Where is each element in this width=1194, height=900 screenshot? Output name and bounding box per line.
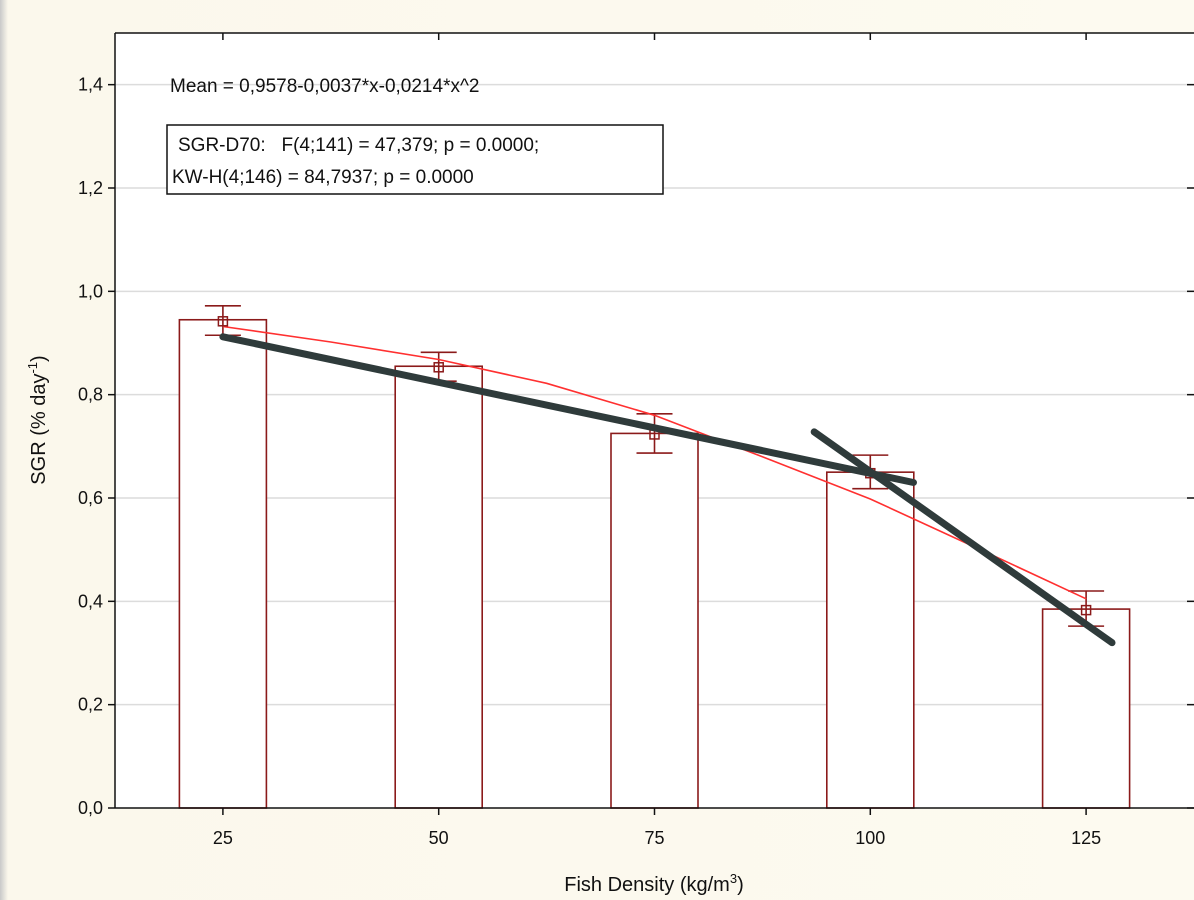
trend-line	[219, 333, 917, 486]
x-axis-title: Fish Density (kg/m3)	[564, 871, 744, 896]
y-tick-label: 0,2	[78, 695, 103, 715]
stats-line-1: SGR-D70: F(4;141) = 47,379; p = 0.0000;	[178, 135, 539, 156]
x-axis-title-superscript: 3	[730, 871, 737, 886]
bar	[610, 432, 699, 809]
x-tick-label: 25	[213, 828, 233, 848]
x-axis-title-main: Fish Density (kg/m	[564, 874, 730, 896]
y-axis-title-main: SGR (% day	[28, 374, 50, 485]
fit-curve	[222, 325, 1087, 600]
y-tick-label: 0,4	[78, 591, 103, 611]
y-axis-title: SGR (% day-1)	[25, 355, 50, 484]
bar	[825, 471, 915, 809]
y-tick-label: 1,2	[78, 178, 103, 198]
fit-curve-layer	[222, 325, 1087, 600]
y-tick-label: 0,0	[78, 798, 103, 818]
x-tick-label: 100	[855, 828, 885, 848]
axes	[108, 32, 1194, 815]
bar	[1041, 608, 1131, 809]
bar	[394, 365, 484, 809]
mean-marker	[1080, 604, 1092, 616]
x-tick-label: 50	[429, 828, 449, 848]
y-tick-label: 0,6	[78, 488, 103, 508]
x-tick-labels: 25 50 75 100 125	[213, 828, 1101, 848]
mean-marker	[217, 316, 229, 327]
x-tick-label: 75	[644, 828, 664, 848]
y-axis-title-superscript: -1	[25, 362, 40, 374]
trend-lines	[219, 333, 1116, 647]
mean-marker	[433, 362, 444, 373]
stats-box	[166, 124, 664, 195]
x-tick-label: 125	[1071, 828, 1101, 848]
y-tick-labels: 0,0 0,2 0,4 0,6 0,8 1,0 1,2 1,4	[78, 75, 103, 818]
fit-equation: Mean = 0,9578-0,0037*x-0,0214*x^2	[170, 76, 479, 97]
y-tick-label: 0,8	[78, 385, 103, 405]
trend-line	[810, 428, 1116, 647]
y-tick-label: 1,4	[78, 75, 103, 95]
bar	[178, 318, 268, 809]
y-tick-label: 1,0	[78, 281, 103, 301]
stats-line-2: KW-H(4;146) = 84,7937; p = 0.0000	[172, 167, 474, 188]
x-axis-title-end: )	[737, 874, 744, 896]
y-axis-title-end: )	[28, 355, 50, 362]
